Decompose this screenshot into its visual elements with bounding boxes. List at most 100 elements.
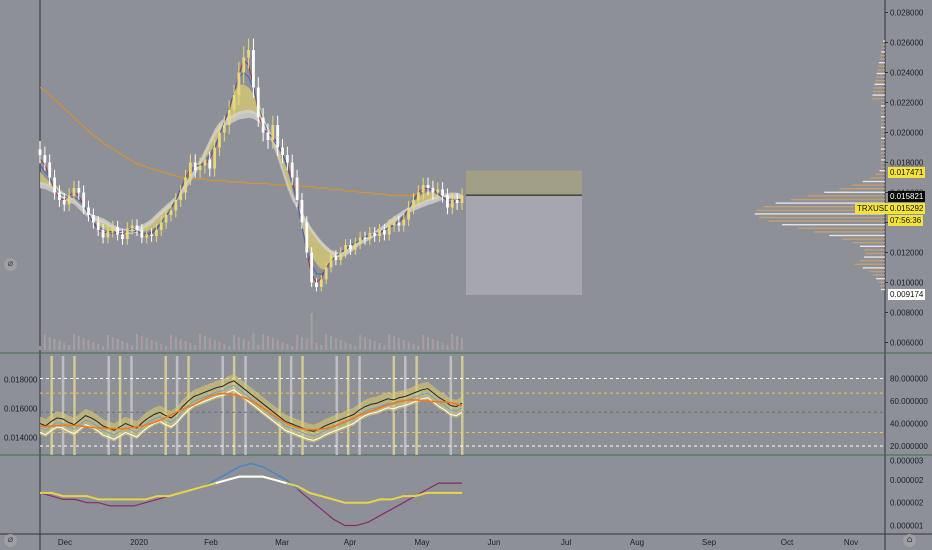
chart-tools-icon[interactable]: ⌀: [4, 534, 17, 547]
candle-body[interactable]: [392, 222, 396, 226]
candle-body[interactable]: [256, 87, 260, 118]
candle-body[interactable]: [203, 159, 207, 166]
candle-body[interactable]: [145, 234, 149, 238]
candle-body[interactable]: [247, 50, 250, 58]
candle-body[interactable]: [48, 162, 52, 178]
candle-body[interactable]: [373, 233, 377, 236]
candle-body[interactable]: [446, 195, 449, 208]
candle-body[interactable]: [174, 200, 178, 211]
candle-body[interactable]: [382, 230, 386, 235]
candle-body[interactable]: [72, 188, 76, 196]
candle-body[interactable]: [232, 95, 236, 110]
candle-body[interactable]: [363, 237, 367, 240]
candle-body[interactable]: [227, 110, 231, 125]
candle-body[interactable]: [184, 177, 187, 193]
candle-body[interactable]: [329, 255, 333, 268]
main-price-pane[interactable]: [38, 38, 885, 350]
candle-body[interactable]: [242, 57, 246, 73]
candle-body[interactable]: [150, 234, 153, 237]
candle-body[interactable]: [402, 219, 406, 226]
candle-body[interactable]: [436, 189, 440, 193]
candle-body[interactable]: [193, 162, 197, 171]
candle-body[interactable]: [91, 215, 95, 223]
candle-body[interactable]: [315, 282, 318, 288]
candle-body[interactable]: [358, 237, 362, 244]
candle-body[interactable]: [67, 195, 71, 205]
candle-body[interactable]: [310, 252, 314, 283]
candle-body[interactable]: [62, 200, 66, 205]
candle-body[interactable]: [281, 147, 284, 156]
candle-body[interactable]: [344, 245, 347, 253]
candle-body[interactable]: [58, 192, 61, 201]
candle-body[interactable]: [290, 162, 294, 178]
candle-body[interactable]: [324, 267, 328, 280]
candle-body[interactable]: [169, 210, 173, 216]
candle-body[interactable]: [125, 228, 129, 240]
candle-body[interactable]: [387, 225, 391, 235]
candle-body[interactable]: [111, 227, 115, 232]
candle-body[interactable]: [213, 147, 217, 169]
candle-body[interactable]: [101, 230, 105, 238]
candle-body[interactable]: [285, 155, 289, 163]
candle-body[interactable]: [135, 225, 139, 231]
candle-body[interactable]: [159, 222, 163, 231]
candle-body[interactable]: [252, 50, 255, 88]
candle-body[interactable]: [426, 185, 430, 188]
candle-body[interactable]: [266, 132, 270, 141]
candle-body[interactable]: [82, 192, 86, 208]
candle-body[interactable]: [295, 177, 299, 201]
candle-body[interactable]: [300, 200, 304, 223]
candle-body[interactable]: [188, 162, 192, 178]
candle-body[interactable]: [455, 200, 459, 203]
candle-body[interactable]: [276, 125, 280, 148]
candle-body[interactable]: [208, 159, 212, 169]
candle-body[interactable]: [305, 222, 309, 253]
logo-icon[interactable]: ⌂: [903, 534, 916, 547]
candle-body[interactable]: [237, 72, 241, 96]
candle-body[interactable]: [218, 132, 221, 148]
candle-body[interactable]: [319, 279, 323, 288]
macd-pane[interactable]: [39, 462, 462, 527]
candle-body[interactable]: [116, 227, 120, 235]
candle-body[interactable]: [130, 225, 134, 229]
position-stop-zone[interactable]: [466, 195, 582, 295]
candle-body[interactable]: [431, 188, 435, 193]
candle-body[interactable]: [164, 215, 168, 223]
volume-bar: [393, 336, 396, 350]
candle-body[interactable]: [96, 222, 100, 231]
candle-body[interactable]: [397, 222, 401, 226]
candle-body[interactable]: [43, 155, 47, 163]
chart-tools-icon[interactable]: ⌀: [4, 258, 17, 271]
candle-body[interactable]: [121, 234, 124, 240]
candle-body[interactable]: [140, 230, 144, 238]
candle-body[interactable]: [416, 192, 420, 201]
time-axis[interactable]: Dec 2020 Feb Mar Apr May Jun Jul Aug Sep Oct Nov: [58, 538, 858, 547]
candle-body[interactable]: [353, 243, 357, 250]
candle-body[interactable]: [179, 192, 183, 201]
candle-body[interactable]: [450, 200, 454, 208]
candle-body[interactable]: [222, 125, 226, 133]
candle-body[interactable]: [407, 207, 411, 220]
candle-body[interactable]: [198, 165, 202, 171]
candle-body[interactable]: [441, 189, 444, 196]
oscillator-pane[interactable]: 0.018000 0.016000 0.014000: [4, 356, 885, 455]
candle-body[interactable]: [460, 195, 464, 204]
candle-body[interactable]: [368, 233, 372, 239]
position-target-zone[interactable]: [466, 170, 582, 196]
candle-body[interactable]: [334, 255, 338, 261]
candle-body[interactable]: [421, 185, 425, 193]
candle-body[interactable]: [155, 230, 158, 236]
candle-body[interactable]: [38, 149, 42, 155]
candle-body[interactable]: [339, 252, 343, 261]
candle-body[interactable]: [261, 117, 265, 133]
candle-body[interactable]: [349, 245, 352, 250]
candle-body[interactable]: [412, 200, 415, 208]
candle-body[interactable]: [53, 177, 56, 193]
candle-body[interactable]: [87, 207, 90, 216]
candle-body[interactable]: [106, 231, 110, 238]
candle-body[interactable]: [271, 125, 275, 140]
candle-body[interactable]: [77, 188, 81, 193]
candle-body[interactable]: [378, 230, 381, 236]
